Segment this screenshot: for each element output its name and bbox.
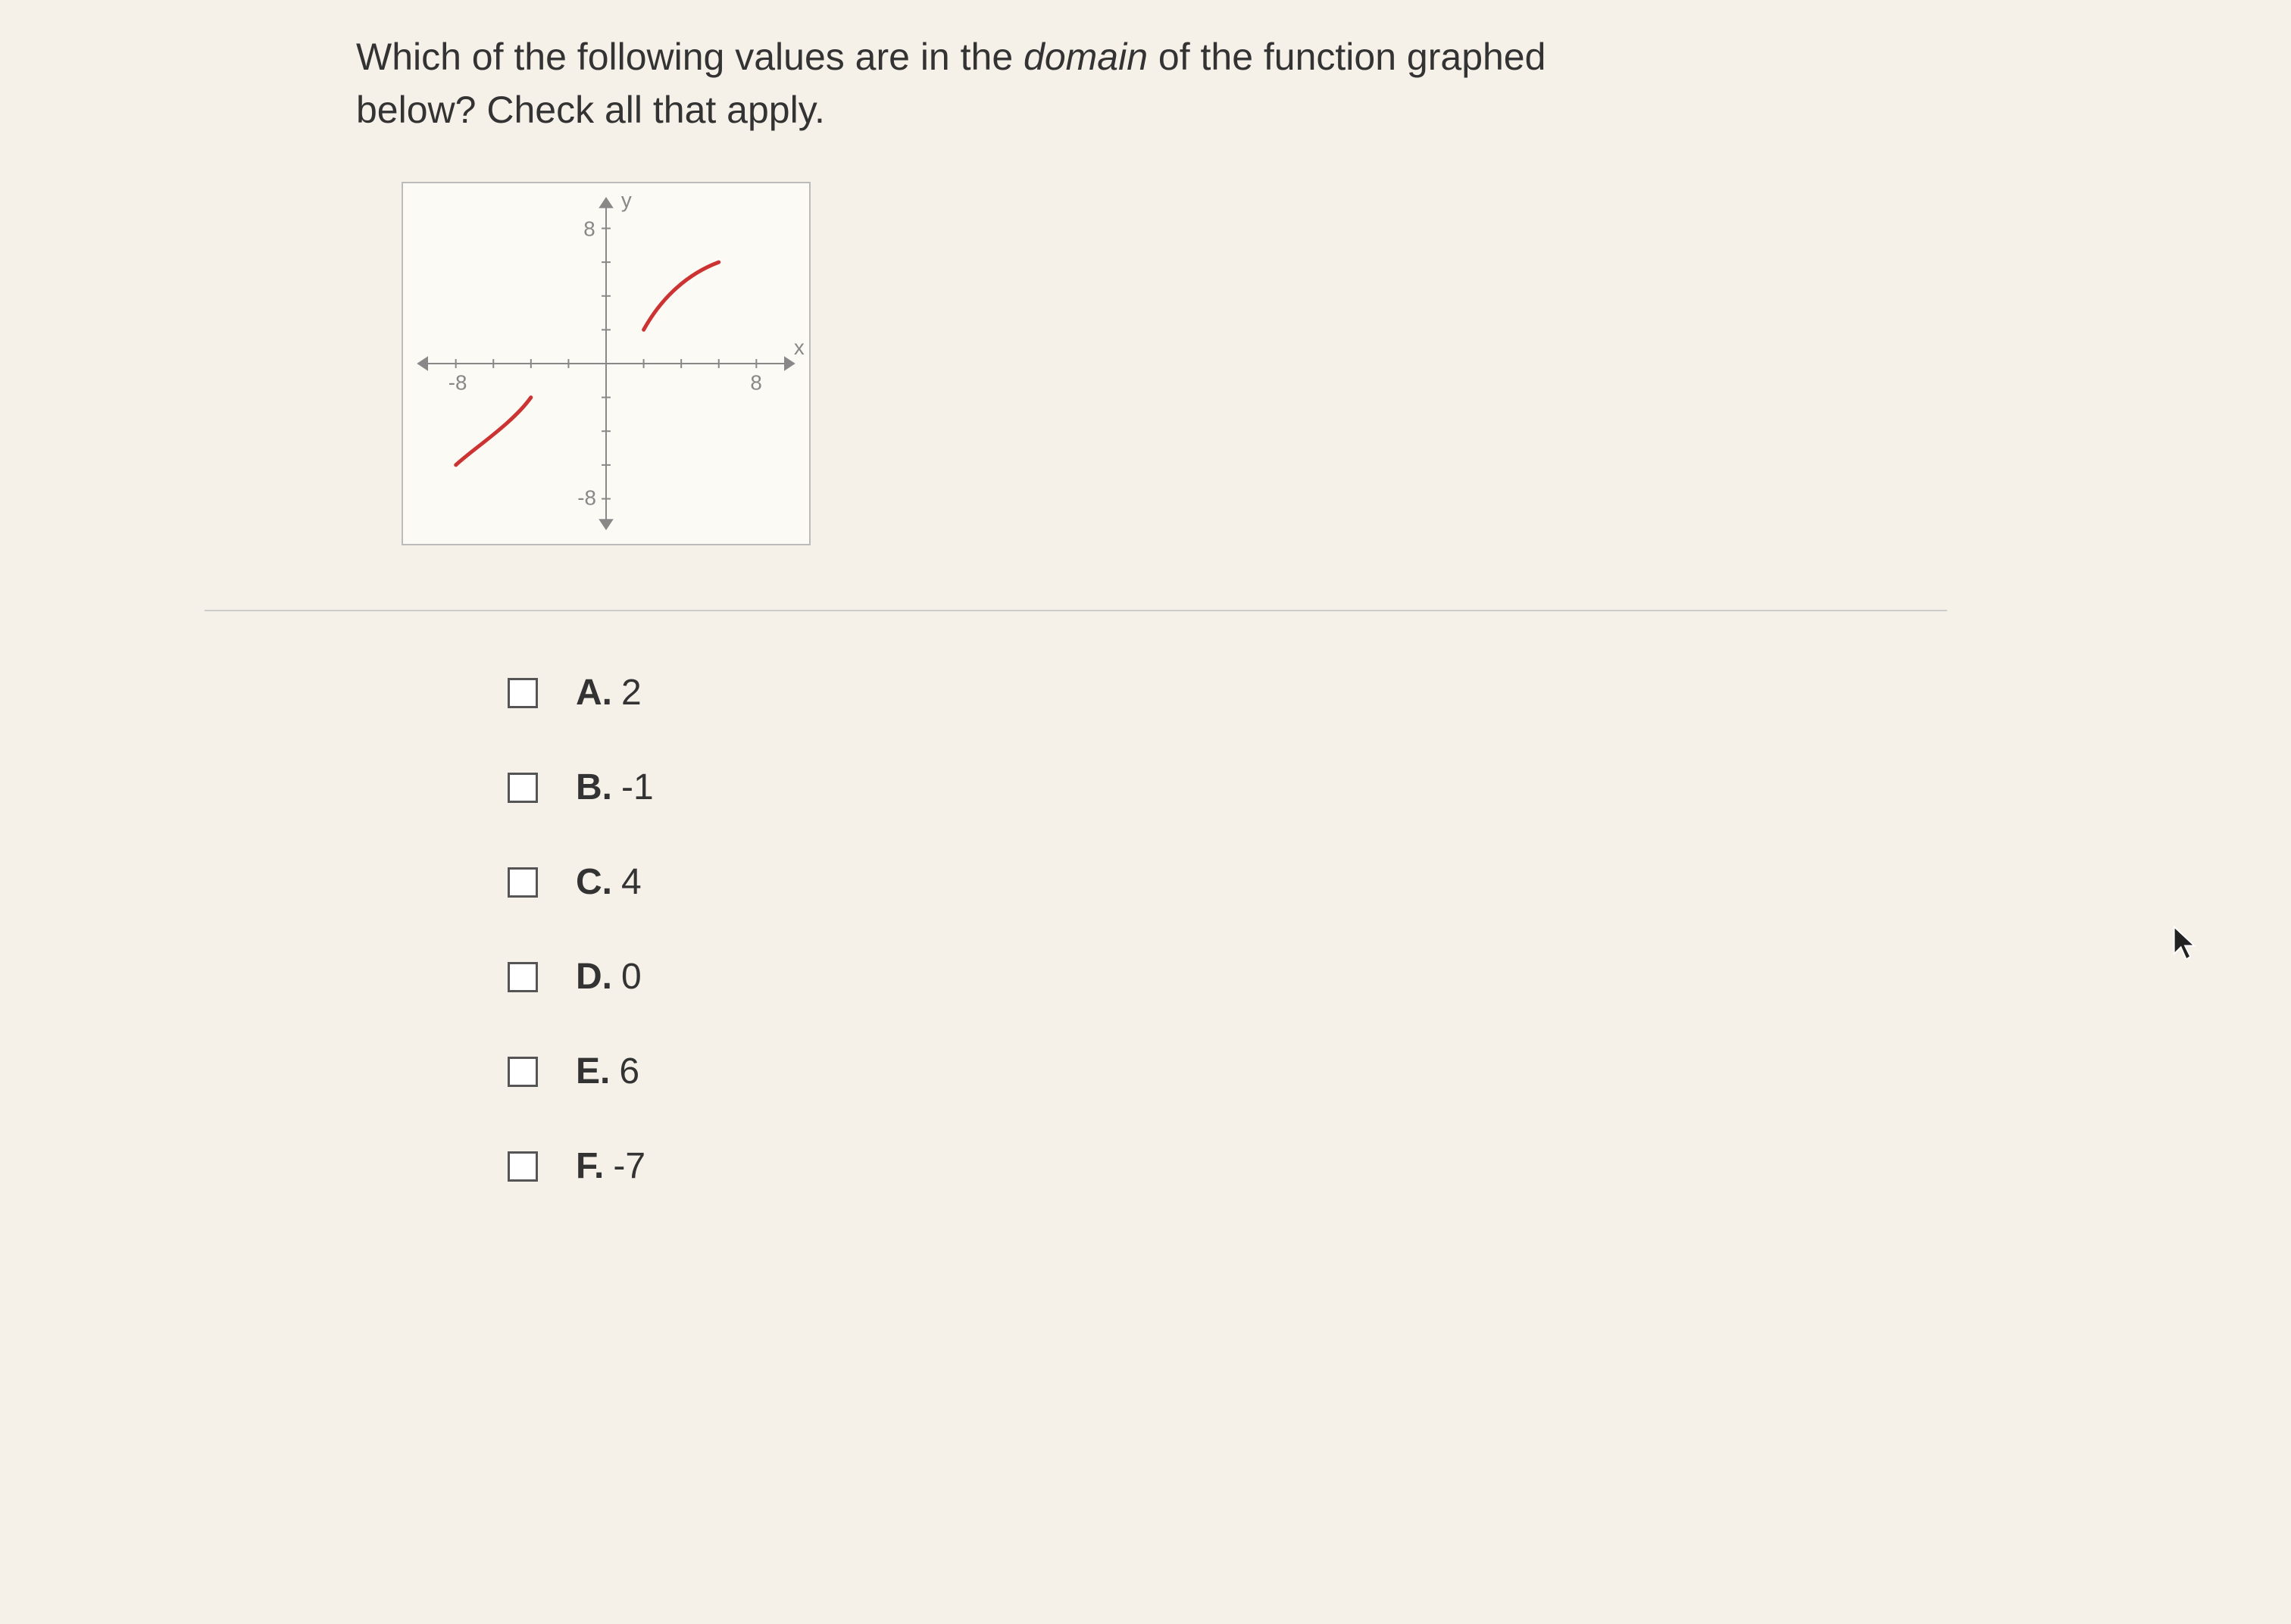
option-e: E.6 <box>508 1051 2174 1092</box>
option-label-d: D.0 <box>576 956 642 998</box>
option-label-e: E.6 <box>576 1051 639 1092</box>
divider <box>205 610 1947 611</box>
checkbox-c[interactable] <box>508 867 538 898</box>
option-label-b: B.-1 <box>576 767 654 808</box>
checkbox-f[interactable] <box>508 1151 538 1182</box>
option-label-f: F.-7 <box>576 1145 645 1187</box>
question-domain-word: domain <box>1024 36 1148 78</box>
function-graph: -8 8 8 -8 y x <box>402 182 811 545</box>
option-a: A.2 <box>508 672 2174 714</box>
question-block: Which of the following values are in the… <box>356 30 2174 1240</box>
option-label-c: C.4 <box>576 861 642 903</box>
question-line2: below? Check all that apply. <box>356 89 825 131</box>
mouse-cursor-icon <box>2170 924 2200 971</box>
answer-options: A.2 B.-1 C.4 D.0 E.6 <box>508 672 2174 1187</box>
option-label-a: A.2 <box>576 672 642 714</box>
option-b: B.-1 <box>508 767 2174 808</box>
option-f: F.-7 <box>508 1145 2174 1187</box>
question-line1-pre: Which of the following values are in the <box>356 36 1024 78</box>
axis-label-y: y <box>621 189 632 212</box>
tick-y-neg8: -8 <box>577 486 596 509</box>
option-c: C.4 <box>508 861 2174 903</box>
checkbox-b[interactable] <box>508 773 538 803</box>
tick-x-pos8: 8 <box>750 371 761 395</box>
checkbox-d[interactable] <box>508 962 538 992</box>
tick-y-pos8: 8 <box>583 217 595 240</box>
question-text: Which of the following values are in the… <box>356 30 2174 136</box>
tick-x-neg8: -8 <box>449 371 467 395</box>
axis-label-x: x <box>794 336 805 359</box>
graph-container: -8 8 8 -8 y x <box>402 182 2174 549</box>
checkbox-a[interactable] <box>508 678 538 708</box>
option-d: D.0 <box>508 956 2174 998</box>
checkbox-e[interactable] <box>508 1057 538 1087</box>
question-line1-post: of the function graphed <box>1148 36 1546 78</box>
